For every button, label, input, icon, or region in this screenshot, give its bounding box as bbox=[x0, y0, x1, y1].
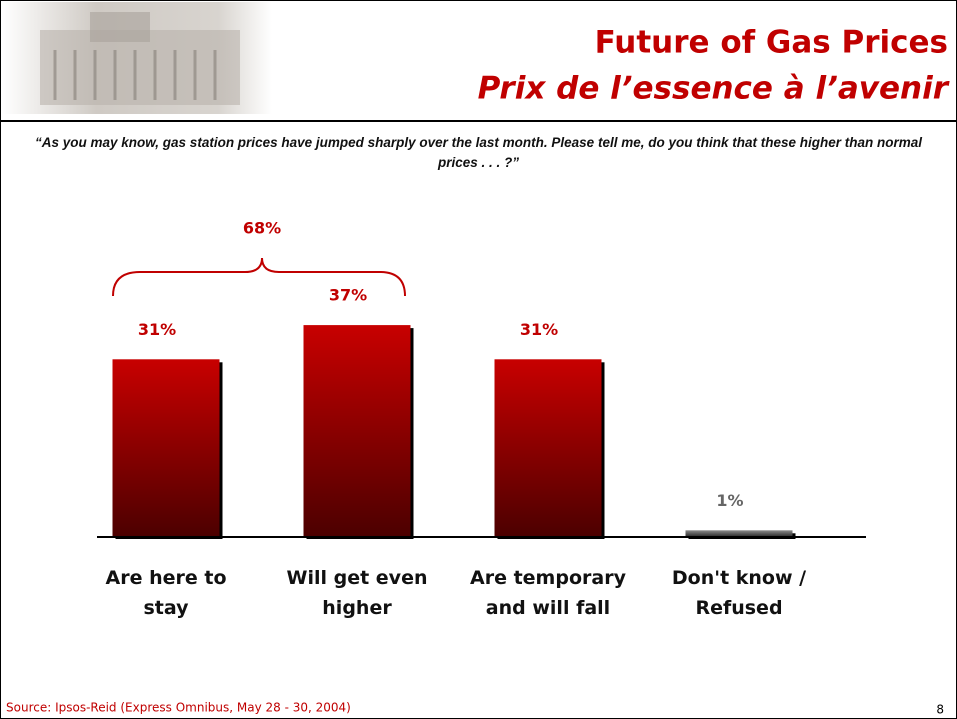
header-photo bbox=[2, 2, 272, 114]
page-number: 8 bbox=[936, 703, 944, 717]
source: Source: Ipsos-Reid (Express Omnibus, May… bbox=[6, 701, 351, 715]
bracket-label: 68% bbox=[243, 219, 281, 238]
bar-shade bbox=[113, 359, 220, 536]
slide: Future of Gas Prices Prix de l’essence à… bbox=[0, 0, 957, 719]
title: Future of Gas Prices bbox=[595, 25, 948, 61]
value-label: 37% bbox=[329, 286, 367, 305]
category-label: Are here to stay bbox=[71, 563, 261, 623]
category-label: Don't know / Refused bbox=[644, 563, 834, 623]
bar-shade bbox=[686, 530, 793, 536]
bar-shade bbox=[304, 325, 411, 536]
bar-shade bbox=[495, 359, 602, 536]
category-label: Will get even higher bbox=[262, 563, 452, 623]
question: “As you may know, gas station prices hav… bbox=[20, 133, 937, 173]
value-label: 1% bbox=[716, 491, 743, 510]
value-label: 31% bbox=[138, 320, 176, 339]
value-label: 31% bbox=[520, 320, 558, 339]
category-label: Are temporary and will fall bbox=[453, 563, 643, 623]
subtitle: Prix de l’essence à l’avenir bbox=[478, 71, 950, 107]
